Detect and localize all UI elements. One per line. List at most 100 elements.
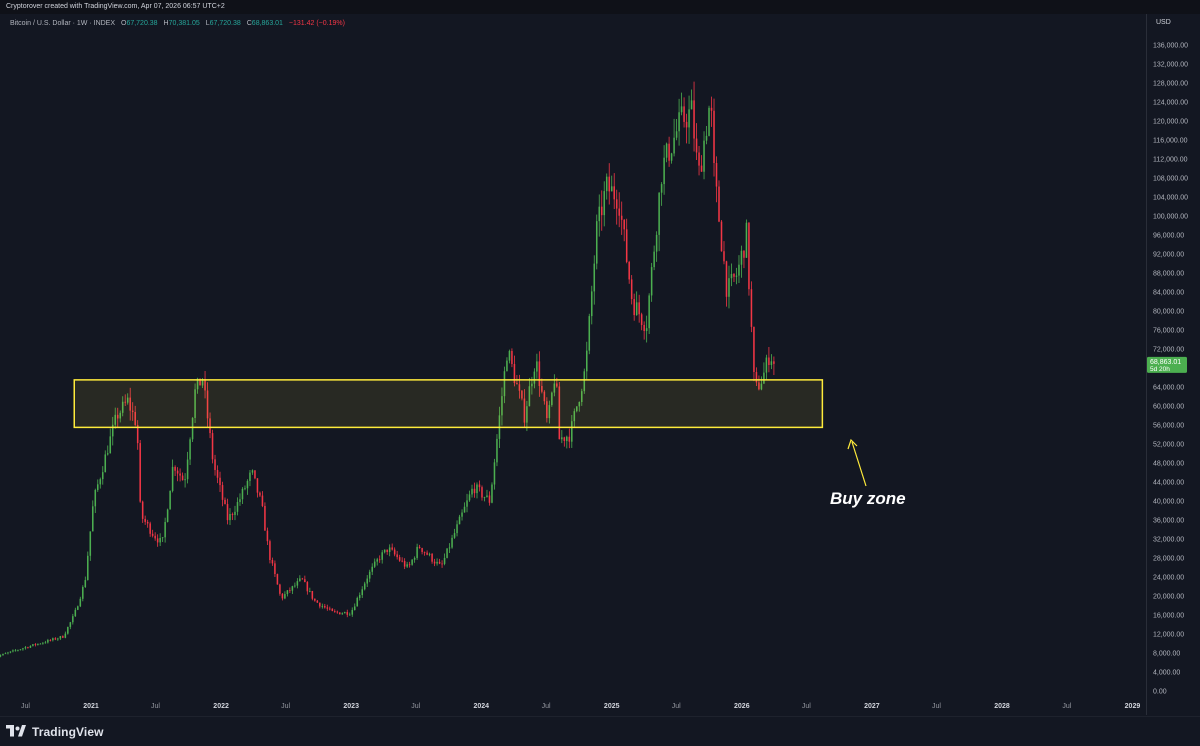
time-axis-tick: Jul — [281, 703, 290, 710]
candle-down — [700, 165, 703, 172]
bar-countdown-label: 5d 20h — [1150, 366, 1170, 373]
candle-down — [620, 215, 623, 220]
candle-up — [189, 439, 191, 460]
candle-down — [715, 163, 718, 187]
candle-up — [528, 386, 531, 407]
candle-down — [615, 199, 618, 209]
price-axis[interactable]: 136,000.00 132,000.00 128,000.00 124,000.00… — [1153, 43, 1188, 696]
candle-up — [383, 549, 386, 553]
annotation-arrow-icon[interactable] — [847, 438, 867, 487]
price-axis-tick: 4,000.00 — [1153, 670, 1180, 677]
candle-down — [261, 495, 264, 506]
candle-up — [705, 135, 708, 141]
candle-up — [603, 191, 606, 216]
time-axis-tick: 2024 — [473, 703, 489, 710]
candle-up — [169, 490, 171, 510]
currency-label[interactable]: USD — [1156, 19, 1171, 26]
price-axis-divider — [1146, 14, 1147, 715]
candle-up — [610, 186, 613, 192]
candle-down — [181, 475, 184, 481]
candle-up — [645, 328, 648, 332]
candle-up — [14, 650, 17, 652]
candle-down — [346, 612, 349, 615]
candle-down — [141, 501, 144, 519]
candle-up — [436, 561, 438, 564]
candle-up — [428, 553, 431, 555]
candle-up — [740, 250, 743, 265]
candle-down — [438, 561, 441, 564]
candle-up — [573, 411, 576, 422]
candle-up — [164, 521, 166, 538]
candle-down — [378, 559, 381, 561]
candle-up — [411, 559, 413, 565]
candle-up — [368, 571, 371, 579]
buy-zone-label[interactable]: Buy zone — [830, 489, 906, 508]
candle-up — [74, 609, 77, 617]
candle-up — [468, 494, 471, 501]
candle-down — [638, 302, 640, 315]
candle-up — [501, 396, 503, 416]
time-axis-tick: Jul — [1062, 703, 1071, 710]
candle-up — [37, 643, 39, 645]
candle-up — [114, 414, 117, 425]
candle-up — [461, 512, 463, 517]
candle-down — [513, 363, 516, 384]
candle-up — [52, 638, 54, 641]
candle-up — [106, 453, 109, 455]
candle-down — [433, 561, 436, 564]
candle-up — [536, 361, 538, 372]
time-axis-tick: 2028 — [994, 703, 1010, 710]
price-axis-tick: 40,000.00 — [1153, 499, 1184, 506]
candle-up — [463, 506, 466, 513]
price-axis-tick: 64,000.00 — [1153, 385, 1184, 392]
candle-up — [196, 378, 199, 390]
candle-up — [171, 466, 174, 491]
candle-up — [443, 557, 446, 564]
candle-up — [590, 291, 593, 317]
candle-down — [131, 410, 134, 412]
price-axis-tick: 52,000.00 — [1153, 442, 1184, 449]
price-axis-tick: 108,000.00 — [1153, 176, 1188, 183]
candle-up — [770, 361, 773, 365]
candle-down — [630, 279, 633, 300]
candle-up — [663, 157, 665, 185]
candle-down — [608, 176, 611, 192]
footer: TradingView — [0, 716, 1200, 746]
price-axis-tick: 60,000.00 — [1153, 404, 1184, 411]
time-axis-tick: Jul — [151, 703, 160, 710]
candle-down — [129, 397, 131, 411]
candle-down — [748, 222, 750, 290]
time-axis[interactable]: Jul 2021 Jul 2022 Jul 2023 Jul 2024 Jul 2025 Jul 20… — [21, 703, 1140, 710]
price-axis-tick: 92,000.00 — [1153, 252, 1184, 259]
time-axis-tick: 2021 — [83, 703, 99, 710]
current-price-tag: 68,863.01 5d 20h — [1147, 356, 1187, 373]
candle-up — [690, 100, 693, 110]
candle-down — [304, 579, 306, 583]
candle-down — [326, 607, 329, 609]
price-axis-tick: 28,000.00 — [1153, 556, 1184, 563]
candle-down — [478, 484, 481, 488]
candle-down — [254, 470, 256, 479]
candle-up — [578, 402, 581, 407]
time-axis-tick: Jul — [932, 703, 941, 710]
price-axis-tick: 132,000.00 — [1153, 62, 1188, 69]
price-axis-tick: 104,000.00 — [1153, 195, 1188, 202]
candle-down — [750, 289, 753, 327]
candle-down — [329, 608, 331, 610]
candle-up — [309, 591, 311, 592]
buy-zone-rectangle[interactable] — [73, 379, 824, 429]
candle-up — [581, 391, 583, 403]
candle-up — [32, 644, 34, 646]
candle-up — [239, 499, 241, 503]
candle-up — [29, 645, 32, 648]
candle-down — [319, 602, 321, 607]
tradingview-logo[interactable]: TradingView — [6, 723, 104, 741]
candle-down — [144, 518, 146, 522]
candle-up — [343, 612, 346, 614]
price-chart[interactable]: 136,000.00 132,000.00 128,000.00 124,000.00… — [0, 0, 1200, 716]
candle-up — [453, 533, 456, 538]
candle-down — [306, 582, 309, 592]
price-axis-tick: 96,000.00 — [1153, 233, 1184, 240]
current-price-label: 68,863.01 — [1150, 359, 1181, 366]
candle-up — [321, 606, 324, 607]
